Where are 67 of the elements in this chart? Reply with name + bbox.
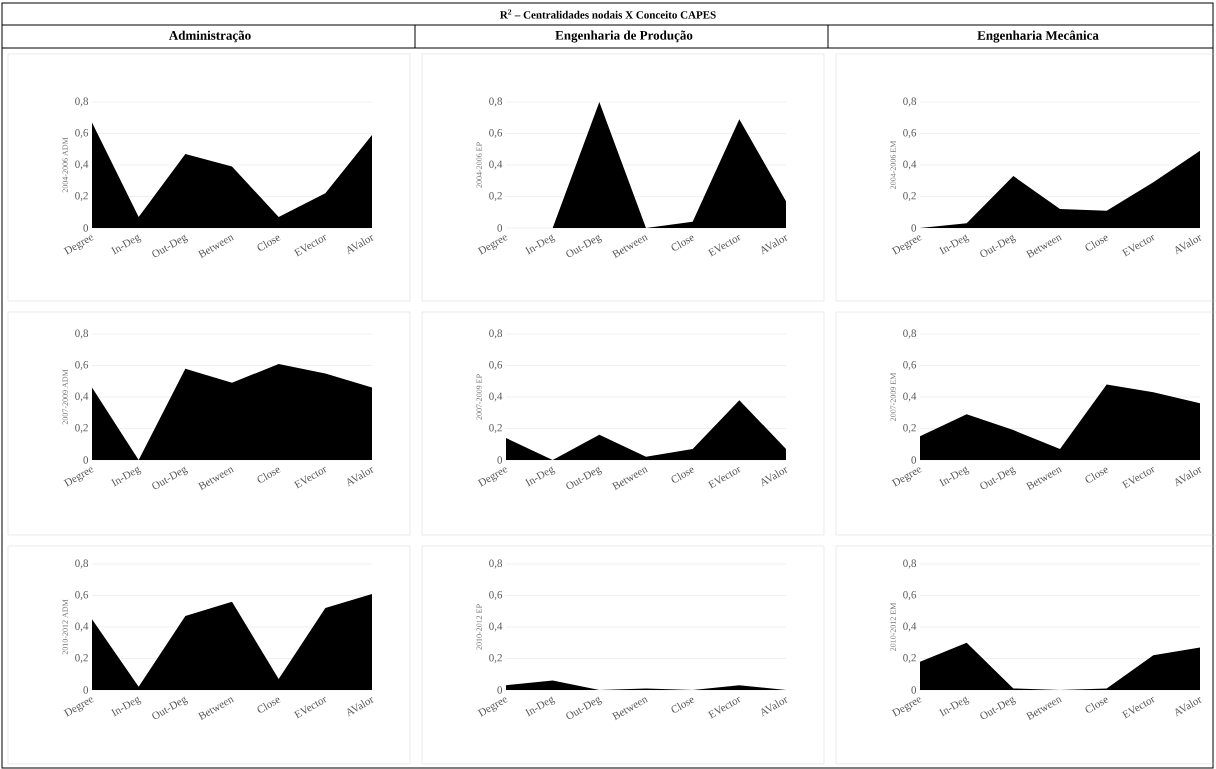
y-tick-label: 0,4 [903,622,917,632]
text: Administração [168,30,251,43]
y-tick-label: 0,2 [489,192,502,201]
y-tick-label: 0,4 [75,160,89,170]
x-tick-label: Close [671,467,695,483]
y-tick-label: 0,6 [489,591,503,601]
y-tick-label: 0 [911,224,917,232]
y-tick-label: 0,8 [75,559,89,569]
y-tick-label: 0,4 [489,160,503,170]
y-tick-label: 0,2 [489,654,502,664]
y-tick-label: 0 [83,456,89,464]
y-tick-label: 0,6 [75,129,89,139]
y-tick-label: 0,8 [903,97,917,107]
y-tick-label: 0,2 [75,192,88,201]
y-tick-label: 0,6 [75,591,89,601]
x-tick-label: Close [257,467,281,483]
y-axis-title: 2007-2009 ADM [62,369,68,425]
y-tick-label: 0,4 [903,392,917,402]
y-tick-label: 0 [83,686,89,694]
y-axis-title: 2010-2012 ADM [62,599,68,655]
y-tick-label: 0,4 [489,392,503,402]
x-tick-label: Close [257,235,281,251]
y-tick-label: 0 [911,686,917,694]
y-tick-label: 0,4 [489,622,503,632]
y-axis-title: 2004-2006 EM [890,140,896,189]
y-tick-label: 0,4 [75,392,89,402]
x-tick-label: Close [671,235,695,251]
y-tick-label: 0,6 [903,129,917,139]
y-tick-label: 0,8 [903,329,917,339]
y-axis-title: 2007-2009 EP [476,374,482,420]
x-tick-label: Close [1085,467,1109,483]
x-tick-label: Close [257,697,281,713]
y-tick-label: 0,2 [903,192,916,201]
y-tick-label: 0,8 [75,97,89,107]
y-tick-label: 0,2 [75,654,88,664]
y-tick-label: 0,6 [903,361,917,371]
text: R$^{2}$ – Centralidades nodais X Conceito CAPES [499,9,716,19]
y-tick-label: 0,6 [75,361,89,371]
y-tick-label: 0,6 [489,361,503,371]
y-tick-label: 0,8 [489,559,503,569]
y-axis-title: 2004-2006 ADM [62,137,68,193]
y-tick-label: 0 [497,224,503,232]
y-tick-label: 0,6 [489,129,503,139]
y-tick-label: 0,6 [903,591,917,601]
y-tick-label: 0,2 [903,654,916,664]
y-tick-label: 0,2 [75,424,88,434]
y-tick-label: 0,2 [489,424,502,434]
x-tick-label: Close [1085,235,1109,251]
y-tick-label: 0,4 [903,160,917,170]
y-axis-title: 2007-2009 EM [890,372,896,421]
x-tick-label: Close [671,697,695,713]
y-tick-label: 0,8 [75,329,89,339]
y-tick-label: 0 [83,224,89,232]
y-axis-title: 2004-2006 EP [476,142,482,188]
text: Engenharia de Produção [555,30,693,43]
y-tick-label: 0,8 [489,329,503,339]
text: Engenharia Mecânica [977,30,1099,43]
y-tick-label: 0,2 [903,424,916,434]
y-axis-title: 2010-2012 EP [476,604,482,650]
x-tick-label: Close [1085,697,1109,713]
y-tick-label: 0,8 [903,559,917,569]
y-tick-label: 0 [497,456,503,464]
y-axis-title: 2010-2012 EM [890,602,896,651]
y-tick-label: 0,8 [489,97,503,107]
y-tick-label: 0 [497,686,503,694]
y-tick-label: 0 [911,456,917,464]
y-tick-label: 0,4 [75,622,89,632]
